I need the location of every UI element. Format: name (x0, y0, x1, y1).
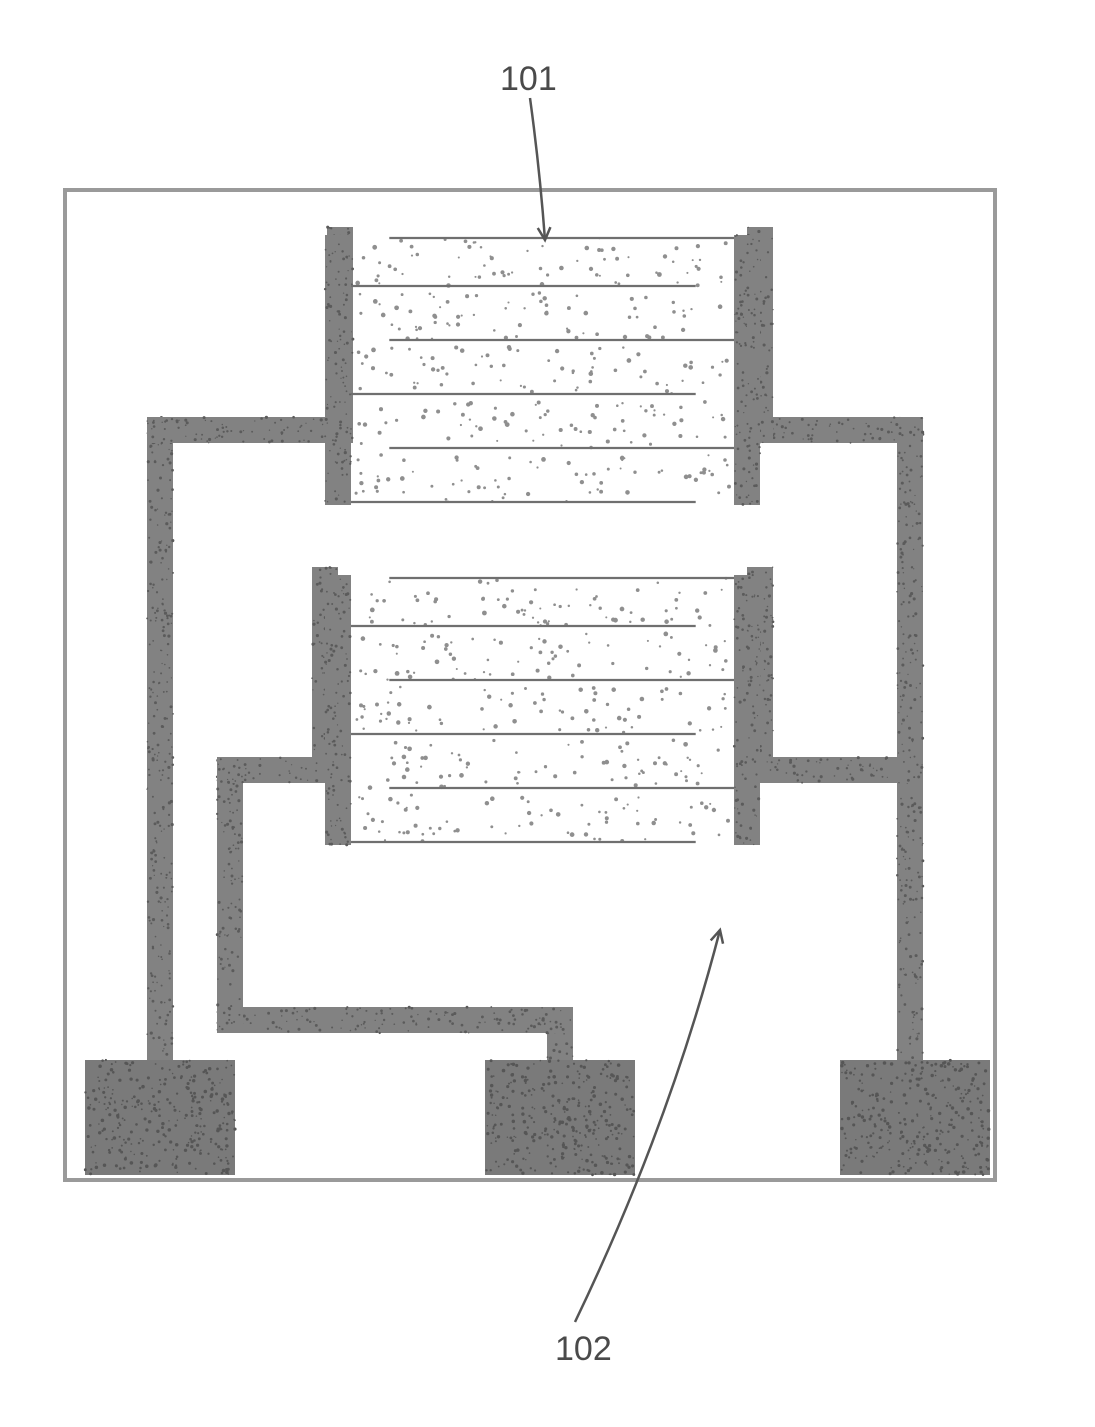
idt-bus-right (733, 574, 760, 845)
figure-root (0, 0, 1095, 1427)
idt-bus-right (734, 234, 761, 506)
callout-label-101: 101 (500, 60, 557, 99)
callout-label-102: 102 (555, 1330, 612, 1369)
contact-pads (84, 1059, 991, 1176)
contact-pad (840, 1059, 990, 1176)
contact-pad (485, 1059, 635, 1176)
idt-bus-left (324, 575, 352, 846)
figure-svg (0, 0, 1095, 1427)
idt-bus-left (324, 235, 352, 505)
contact-pad (84, 1059, 237, 1175)
